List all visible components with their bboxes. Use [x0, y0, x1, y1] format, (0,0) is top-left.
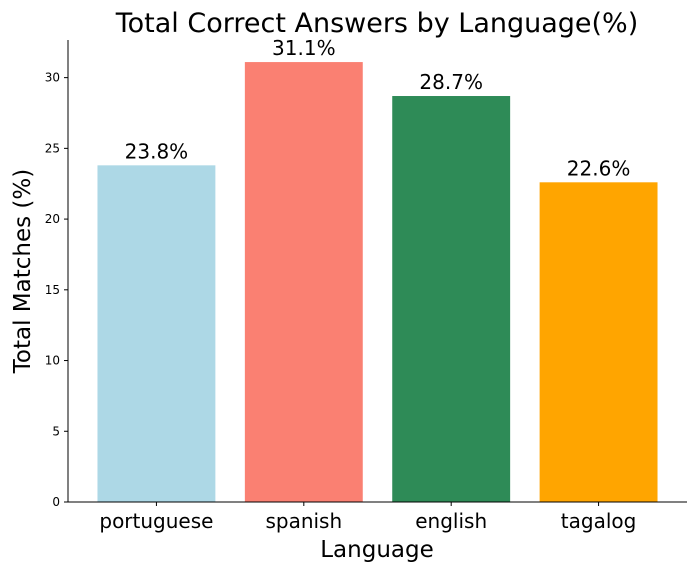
y-tick-label: 25 [45, 141, 60, 155]
x-axis-label: Language [320, 537, 434, 563]
bar-spanish [244, 62, 363, 503]
x-tick-label-tagalog: tagalog [561, 509, 637, 533]
plot-area: 23.8% portuguese 31.1% spanish 28.7% english 2… [45, 36, 687, 533]
data-label-tagalog: 22.6% [567, 156, 631, 180]
bar-tagalog [539, 182, 658, 502]
data-label-spanish: 31.1% [272, 36, 336, 60]
bar-portuguese [97, 165, 216, 502]
y-tick-label: 20 [45, 212, 60, 226]
bar-english [392, 96, 511, 502]
y-tick-label: 30 [45, 71, 60, 85]
chart-title: Total Correct Answers by Language(%) [115, 8, 639, 39]
y-axis-label: Total Matches (%) [10, 169, 36, 374]
x-tick-label-portuguese: portuguese [99, 509, 213, 533]
y-tick-label: 15 [45, 283, 60, 297]
data-label-portuguese: 23.8% [125, 139, 189, 163]
data-label-english: 28.7% [419, 70, 483, 94]
x-tick-label-english: english [415, 509, 487, 533]
x-tick-label-spanish: spanish [265, 509, 342, 533]
y-tick-label: 5 [52, 424, 60, 438]
y-tick-label: 10 [45, 354, 60, 368]
y-tick-label: 0 [52, 495, 60, 509]
